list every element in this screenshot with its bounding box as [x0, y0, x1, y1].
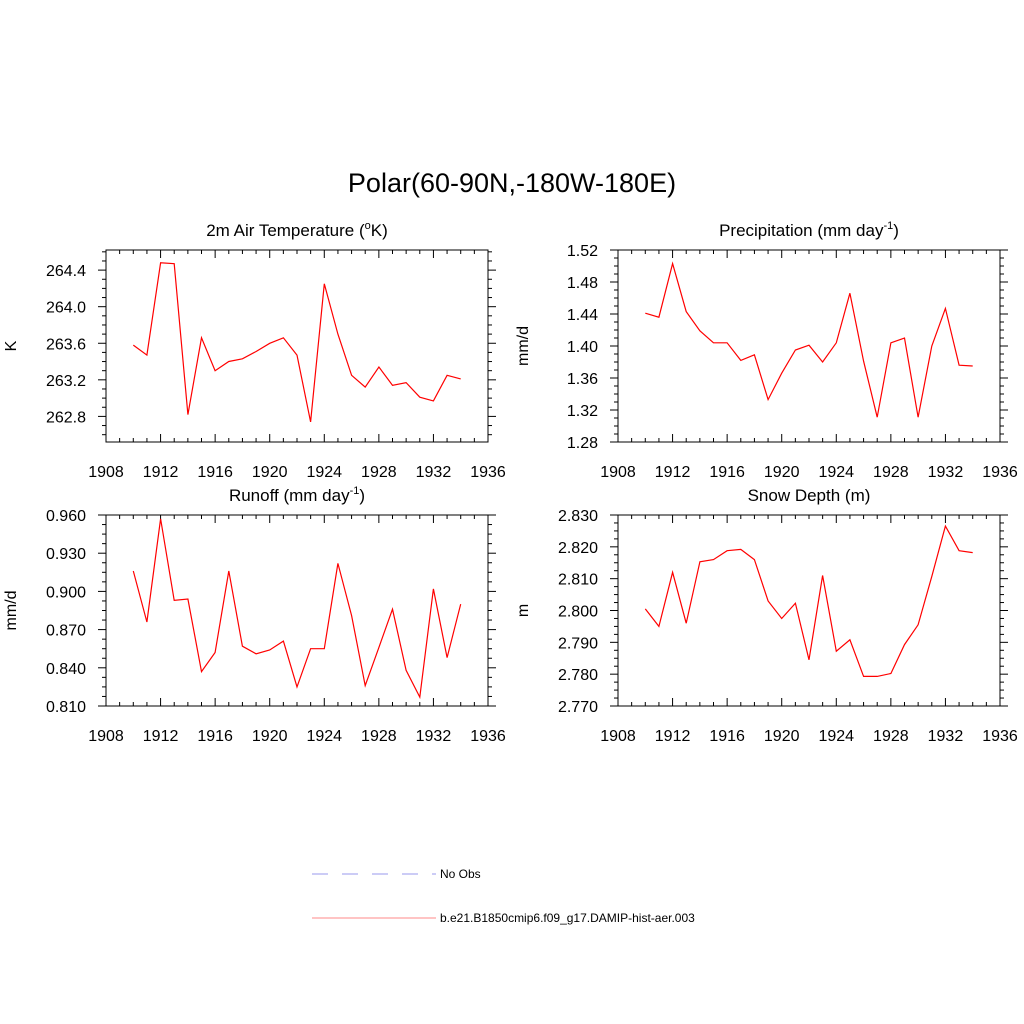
- y-tick-label: 2.780: [558, 667, 598, 684]
- y-tick-label: 1.44: [567, 307, 598, 324]
- x-tick-label: 1908: [88, 728, 124, 745]
- x-tick-label: 1908: [88, 464, 124, 481]
- y-tick-label: 1.52: [567, 243, 598, 260]
- y-tick-label: 0.900: [46, 584, 86, 601]
- y-tick-label: 1.28: [567, 435, 598, 452]
- x-tick-label: 1924: [306, 728, 342, 745]
- x-tick-label: 1908: [600, 464, 636, 481]
- panel-title-superscript: -1: [350, 485, 360, 497]
- panel-title: Precipitation (mm day-1): [719, 220, 899, 240]
- panel-title-superscript: -1: [883, 220, 893, 232]
- panel-title-main: Runoff (mm day: [229, 486, 350, 505]
- y-tick-label: 2.790: [558, 635, 598, 652]
- x-tick-label: 1936: [982, 728, 1018, 745]
- y-tick-label: 0.810: [46, 699, 86, 716]
- y-tick-label: 2.820: [558, 540, 598, 557]
- y-tick-label: 0.840: [46, 661, 86, 678]
- series-line: [132, 518, 462, 700]
- x-tick-label: 1916: [709, 464, 745, 481]
- x-tick-label: 1928: [361, 728, 397, 745]
- x-tick-label: 1916: [709, 728, 745, 745]
- y-tick-label: 264.4: [46, 263, 86, 280]
- y-tick-label: 263.2: [46, 373, 86, 390]
- y-tick-label: 0.930: [46, 546, 86, 563]
- x-tick-label: 1924: [306, 464, 342, 481]
- y-tick-label: 1.48: [567, 275, 598, 292]
- y-tick-label: 2.770: [558, 699, 598, 716]
- y-axis-label: m: [515, 604, 532, 617]
- x-tick-label: 1936: [470, 464, 506, 481]
- page-title: Polar(60-90N,-180W-180E): [347, 168, 677, 198]
- x-tick-label: 1928: [873, 464, 909, 481]
- x-tick-label: 1924: [818, 728, 854, 745]
- y-axis-label: K: [3, 340, 20, 351]
- panel-title-suffix: ): [359, 486, 365, 505]
- x-tick-label: 1912: [143, 464, 179, 481]
- x-tick-label: 1920: [764, 464, 800, 481]
- y-tick-label: 2.830: [558, 508, 598, 525]
- x-tick-label: 1920: [252, 464, 288, 481]
- x-tick-label: 1932: [928, 464, 964, 481]
- panel-title-suffix: ): [893, 221, 899, 240]
- x-tick-label: 1936: [470, 728, 506, 745]
- x-tick-label: 1920: [252, 728, 288, 745]
- plot-frame: [617, 514, 1001, 707]
- x-tick-label: 1908: [600, 728, 636, 745]
- x-tick-label: 1932: [928, 728, 964, 745]
- panel-title: Snow Depth (m): [748, 486, 871, 505]
- panel-title-main: Precipitation (mm day: [719, 221, 884, 240]
- panel-title: 2m Air Temperature (oK): [206, 220, 388, 240]
- series-line: [645, 261, 973, 418]
- x-tick-label: 1928: [361, 464, 397, 481]
- y-axis-label: mm/d: [3, 591, 20, 631]
- y-tick-label: 1.40: [567, 339, 598, 356]
- x-tick-label: 1916: [197, 464, 233, 481]
- x-tick-label: 1924: [818, 464, 854, 481]
- y-tick-label: 2.810: [558, 572, 598, 589]
- x-tick-label: 1920: [764, 728, 800, 745]
- panel-title-suffix: K): [371, 221, 388, 240]
- y-tick-label: 264.0: [46, 300, 86, 317]
- x-tick-label: 1916: [197, 728, 233, 745]
- y-tick-label: 2.800: [558, 604, 598, 621]
- panel-title: Runoff (mm day-1): [229, 485, 365, 505]
- x-tick-label: 1928: [873, 728, 909, 745]
- panel-title-main: 2m Air Temperature (: [206, 221, 365, 240]
- series-line: [644, 524, 973, 678]
- x-tick-label: 1932: [416, 728, 452, 745]
- y-axis-label: mm/d: [515, 326, 532, 366]
- x-tick-label: 1912: [655, 728, 691, 745]
- y-tick-label: 0.870: [46, 623, 86, 640]
- x-tick-label: 1912: [655, 464, 691, 481]
- x-tick-label: 1932: [416, 464, 452, 481]
- y-tick-label: 0.960: [46, 508, 86, 525]
- y-tick-label: 262.8: [46, 409, 86, 426]
- panel-title-superscript: o: [365, 220, 371, 232]
- x-tick-label: 1936: [982, 464, 1018, 481]
- panel-title-main: Snow Depth (m): [748, 486, 871, 505]
- series-line: [132, 262, 461, 423]
- y-tick-label: 263.6: [46, 336, 86, 353]
- y-tick-label: 1.36: [567, 371, 598, 388]
- x-tick-label: 1912: [143, 728, 179, 745]
- y-tick-label: 1.32: [567, 403, 598, 420]
